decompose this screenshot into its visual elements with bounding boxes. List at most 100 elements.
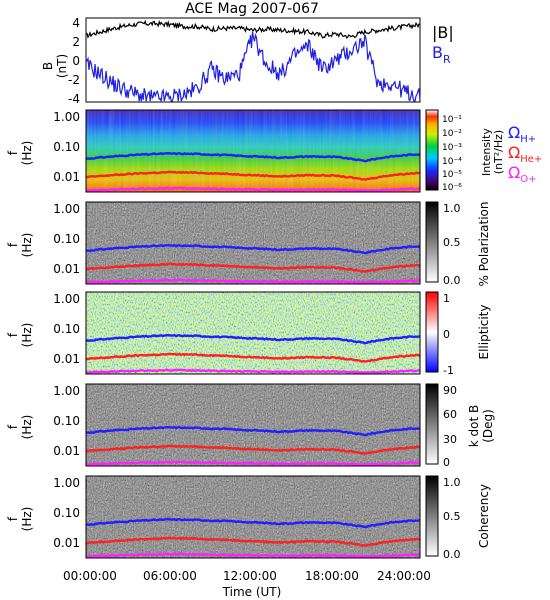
cbar-tick-label: 10⁻⁴ xyxy=(442,157,462,167)
gyro-h-plus-line xyxy=(85,517,421,529)
freq-ylabel-unit: (Hz) xyxy=(20,415,34,440)
cbar-tick-label: 1.0 xyxy=(443,476,461,489)
gyro-o-plus-line xyxy=(85,552,421,559)
cbar-tick-label: 60 xyxy=(443,408,457,421)
gyrofrequency-lines xyxy=(85,517,421,559)
freq-ylabel-f: f xyxy=(6,424,20,429)
coherency-colorbar xyxy=(425,475,439,557)
gyro-h-plus-line xyxy=(85,243,421,255)
intensity-cbar-ticks: 10⁻¹ 10⁻² 10⁻³ 10⁻⁴ 10⁻⁵ 10⁻⁶ xyxy=(442,115,462,193)
freq-tick-label: 0.01 xyxy=(53,536,80,550)
gyro-o-plus-line xyxy=(85,460,421,467)
freq-ylabel-f: f xyxy=(6,516,20,521)
polarization-cbar-label: % Polarization xyxy=(477,202,491,287)
cbar-tick-label: 10⁻⁵ xyxy=(442,170,462,180)
gyro-o-plus-line xyxy=(85,278,421,285)
cbar-tick-label: 1.0 xyxy=(443,202,461,215)
freq-ylabel-f: f xyxy=(6,150,20,155)
field-tick-label: 4 xyxy=(72,16,80,30)
field-tick-label: -2 xyxy=(68,73,80,87)
kdotb-cbar-unit: (Deg) xyxy=(481,409,495,443)
legend-he-plus: ΩHe+ xyxy=(508,143,542,165)
gyro-he-plus-line xyxy=(85,536,421,547)
cbar-tick-label: 90 xyxy=(443,384,457,397)
intensity-panel: 1.00 0.10 0.01 f (Hz) 10⁻¹ 10⁻² 10⁻³ 10⁻… xyxy=(6,109,542,193)
gyrofrequency-lines xyxy=(85,425,421,467)
ellipticity-colorbar xyxy=(425,291,439,373)
freq-tick-label: 1.00 xyxy=(53,476,80,490)
cbar-tick-label: 1 xyxy=(443,292,450,305)
field-lines xyxy=(85,19,421,102)
freq-tick-label: 0.01 xyxy=(53,444,80,458)
x-tick-label: 00:00:00 xyxy=(63,569,117,583)
kdotb-panel: 1.00 0.10 0.01 f (Hz) 90 60 30 0 k dot B… xyxy=(6,383,495,469)
freq-tick-label: 1.00 xyxy=(53,110,80,124)
intensity-cbar-label: Intensity xyxy=(480,128,493,176)
cbar-tick-label: 0.5 xyxy=(443,236,461,249)
gyro-he-plus-line xyxy=(85,444,421,455)
field-y-ticks: 4 2 0 -2 -4 xyxy=(68,16,80,106)
freq-tick-label: 0.10 xyxy=(53,414,80,428)
cbar-tick-label: 10⁻² xyxy=(442,129,462,139)
x-axis: 00:00:00 06:00:00 12:00:00 18:00:00 24:0… xyxy=(63,569,431,599)
series-radial-b-line xyxy=(85,31,421,102)
freq-ylabel-f: f xyxy=(6,242,20,247)
cbar-tick-label: -1 xyxy=(443,364,454,377)
freq-ylabel-unit: (Hz) xyxy=(20,323,34,348)
x-tick-label: 24:00:00 xyxy=(377,569,431,583)
intensity-cbar-unit: (nT²/Hz) xyxy=(492,130,505,174)
freq-ylabel-f: f xyxy=(6,332,20,337)
legend-h-plus: ΩH+ xyxy=(508,123,536,145)
freq-tick-label: 0.10 xyxy=(53,322,80,336)
cbar-tick-label: 10⁻⁶ xyxy=(442,183,462,193)
coherency-cbar-label: Coherency xyxy=(477,484,491,548)
freq-ylabel-unit: (Hz) xyxy=(20,233,34,258)
coherency-panel: 1.00 0.10 0.01 f (Hz) 1.0 0.5 0.0 Cohere… xyxy=(6,475,491,561)
freq-ylabel-unit: (Hz) xyxy=(20,507,34,532)
freq-tick-label: 0.10 xyxy=(53,232,80,246)
series-total-b-line xyxy=(85,19,421,39)
field-tick-label: 0 xyxy=(72,54,80,68)
ellipticity-panel: 1.00 0.10 0.01 f (Hz) 1 0 -1 Ellipticity xyxy=(6,291,491,377)
gyro-h-plus-line xyxy=(85,425,421,437)
field-tick-label: 2 xyxy=(72,35,80,49)
ellipticity-cbar-label: Ellipticity xyxy=(477,305,491,360)
gyro-h-plus-line xyxy=(85,333,421,345)
intensity-colorbar xyxy=(425,109,439,191)
cbar-tick-label: 0 xyxy=(443,328,450,341)
freq-tick-label: 0.10 xyxy=(53,140,80,154)
freq-ylabel-unit: (Hz) xyxy=(20,141,34,166)
legend-total-b: |B| xyxy=(432,23,454,42)
field-ylabel-unit: (nT) xyxy=(55,54,69,78)
cbar-tick-label: 10⁻³ xyxy=(442,143,462,153)
gyro-o-plus-line xyxy=(85,368,421,375)
cbar-tick-label: 10⁻¹ xyxy=(442,115,462,125)
gyrofrequency-lines xyxy=(85,333,421,375)
freq-tick-label: 0.01 xyxy=(53,352,80,366)
freq-tick-label: 0.10 xyxy=(53,506,80,520)
x-tick-label: 06:00:00 xyxy=(143,569,197,583)
freq-tick-label: 1.00 xyxy=(53,202,80,216)
kdotb-colorbar xyxy=(425,383,439,465)
gyrofrequency-lines xyxy=(85,151,421,193)
gyro-o-plus-line xyxy=(85,186,421,193)
polarization-panel: 1.00 0.10 0.01 f (Hz) 1.0 0.5 0.0 % Pola… xyxy=(6,201,491,287)
field-tick-label: -4 xyxy=(68,92,80,106)
polarization-colorbar xyxy=(425,201,439,283)
freq-tick-label: 1.00 xyxy=(53,292,80,306)
intensity-y-ticks: 1.00 0.10 0.01 xyxy=(53,110,80,184)
legend-o-plus: ΩO+ xyxy=(508,163,536,185)
freq-tick-label: 0.01 xyxy=(53,262,80,276)
freq-tick-label: 1.00 xyxy=(53,384,80,398)
freq-tick-label: 0.01 xyxy=(53,170,80,184)
cbar-tick-label: 0.0 xyxy=(443,548,461,561)
gyro-h-plus-line xyxy=(85,151,421,163)
x-tick-label: 12:00:00 xyxy=(223,569,277,583)
x-tick-label: 18:00:00 xyxy=(305,569,359,583)
legend-radial-b: BR xyxy=(432,43,451,66)
cbar-tick-label: 0.5 xyxy=(443,510,461,523)
field-ylabel-b: B xyxy=(41,62,55,70)
cbar-tick-label: 0 xyxy=(443,456,450,469)
gyro-he-plus-line xyxy=(85,352,421,363)
